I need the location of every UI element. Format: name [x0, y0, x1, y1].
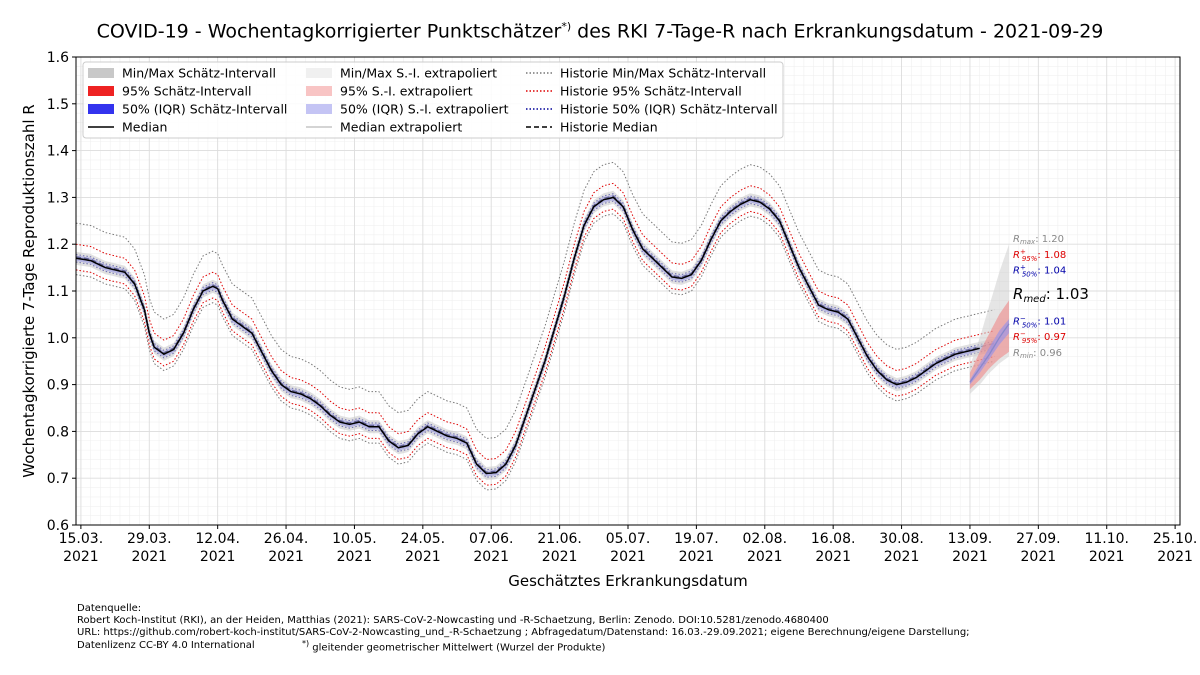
- x-tick-label: 29.03.: [127, 531, 172, 547]
- annotation-max: Rmax: 1.20: [1013, 234, 1064, 246]
- y-tick-label: 1.2: [47, 237, 69, 253]
- footer-note-mark: *): [302, 639, 310, 648]
- x-tick-year: 2021: [679, 549, 715, 565]
- y-tick-label: 1.4: [47, 144, 69, 160]
- legend-label: Historie Median: [560, 120, 658, 135]
- history-95-upper-line: [75, 182, 995, 461]
- y-tick-label: 1.5: [47, 97, 69, 113]
- legend-swatch: [88, 86, 114, 96]
- y-axis-label: Wochentagkorrigierte 7-Tage Reproduktion…: [20, 104, 38, 477]
- y-tick-label: 0.6: [47, 518, 69, 534]
- x-axis-label: Geschätztes Erkrankungsdatum: [508, 572, 748, 590]
- legend-label: Historie 95% Schätz-Intervall: [560, 84, 742, 99]
- legend-label: Min/Max Schätz-Intervall: [122, 66, 276, 81]
- x-tick-label: 10.05.: [332, 531, 377, 547]
- legend-label: 95% S.-I. extrapoliert: [340, 84, 473, 99]
- x-tick-label: 19.07.: [674, 531, 719, 547]
- x-tick-label: 13.09.: [948, 531, 993, 547]
- x-tick-label: 15.03.: [59, 531, 104, 547]
- legend-label: Historie 50% (IQR) Schätz-Intervall: [560, 102, 778, 117]
- x-tick-year: 2021: [1157, 549, 1193, 565]
- extrapolated-median-line: [969, 323, 1010, 383]
- history-min-line: [75, 213, 995, 491]
- footer-license: Datenlizenz CC-BY 4.0 International: [77, 640, 255, 651]
- legend-label: Min/Max S.-I. extrapoliert: [340, 66, 497, 81]
- x-tick-label: 16.08.: [811, 531, 856, 547]
- x-tick-year: 2021: [337, 549, 373, 565]
- footer-note-text: gleitender geometrischer Mittelwert (Wur…: [309, 642, 606, 654]
- history-max-line: [75, 161, 995, 439]
- x-tick-year: 2021: [815, 549, 851, 565]
- x-tick-label: 25.10.: [1153, 531, 1198, 547]
- annotation-95%-lower: R− 95%: 0.97: [1013, 330, 1066, 345]
- annotation-50%-upper: R+ 50%: 1.04: [1013, 264, 1066, 279]
- annotation-min: Rmin: 0.96: [1013, 348, 1062, 360]
- x-tick-year: 2021: [63, 549, 99, 565]
- x-tick-label: 12.04.: [195, 531, 240, 547]
- x-tick-label: 24.05.: [401, 531, 446, 547]
- x-tick-year: 2021: [131, 549, 167, 565]
- median-line: [75, 196, 980, 475]
- annotation-95%-upper: R+ 95%: 1.08: [1013, 248, 1066, 263]
- chart-title: COVID-19 - Wochentagkorrigierter Punktsc…: [0, 20, 1200, 42]
- x-tick-label: 27.09.: [1016, 531, 1061, 547]
- x-tick-year: 2021: [1089, 549, 1125, 565]
- legend-swatch: [88, 68, 114, 78]
- chart-title-main: COVID-19 - Wochentagkorrigierter Punktsc…: [96, 20, 562, 43]
- x-tick-label: 05.07.: [606, 531, 651, 547]
- legend-label: Median: [122, 120, 167, 135]
- x-tick-label: 21.06.: [537, 531, 582, 547]
- footer-source-label: Datenquelle:: [77, 603, 142, 614]
- legend-swatch: [88, 104, 114, 114]
- footer-note: *) gleitender geometrischer Mittelwert (…: [302, 638, 605, 654]
- x-tick-year: 2021: [473, 549, 509, 565]
- x-tick-label: 02.08.: [743, 531, 788, 547]
- y-tick-label: 0.9: [47, 378, 69, 394]
- x-tick-year: 2021: [952, 549, 988, 565]
- legend-box: [82, 61, 784, 139]
- x-tick-label: 30.08.: [879, 531, 924, 547]
- x-tick-label: 11.10.: [1084, 531, 1129, 547]
- x-tick-year: 2021: [200, 549, 236, 565]
- footer-citation: Robert Koch-Institut (RKI), an der Heide…: [77, 615, 829, 626]
- legend-label: 50% (IQR) Schätz-Intervall: [122, 102, 287, 117]
- y-tick-label: 1.1: [47, 284, 69, 300]
- x-tick-year: 2021: [884, 549, 920, 565]
- x-tick-year: 2021: [1021, 549, 1057, 565]
- x-tick-year: 2021: [747, 549, 783, 565]
- x-tick-year: 2021: [610, 549, 646, 565]
- chart-title-footnote-mark: *): [561, 20, 572, 33]
- y-tick-label: 1.3: [47, 190, 69, 206]
- legend-swatch: [306, 86, 332, 96]
- annotation-50%-lower: R− 50%: 1.01: [1013, 315, 1066, 330]
- x-tick-year: 2021: [542, 549, 578, 565]
- legend-label: Historie Min/Max Schätz-Intervall: [560, 66, 766, 81]
- legend-label: Median extrapoliert: [340, 120, 462, 135]
- y-tick-label: 0.8: [47, 424, 69, 440]
- annotation-med: Rmed: 1.03: [1013, 285, 1089, 305]
- legend-swatch: [306, 104, 332, 114]
- x-tick-label: 07.06.: [469, 531, 514, 547]
- legend-label: 95% Schätz-Intervall: [122, 84, 251, 99]
- chart-title-rest: des RKI 7-Tage-R nach Erkrankungsdatum -…: [571, 20, 1104, 43]
- x-tick-year: 2021: [268, 549, 304, 565]
- x-tick-label: 26.04.: [264, 531, 309, 547]
- history-95-lower-line: [75, 208, 995, 486]
- y-tick-label: 1.0: [47, 331, 69, 347]
- y-tick-label: 0.7: [47, 471, 69, 487]
- y-tick-label: 1.6: [47, 50, 69, 66]
- x-tick-year: 2021: [405, 549, 441, 565]
- footer-url: URL: https://github.com/robert-koch-inst…: [77, 627, 970, 638]
- legend-label: 50% (IQR) S.-I. extrapoliert: [340, 102, 509, 117]
- legend-swatch: [306, 68, 332, 78]
